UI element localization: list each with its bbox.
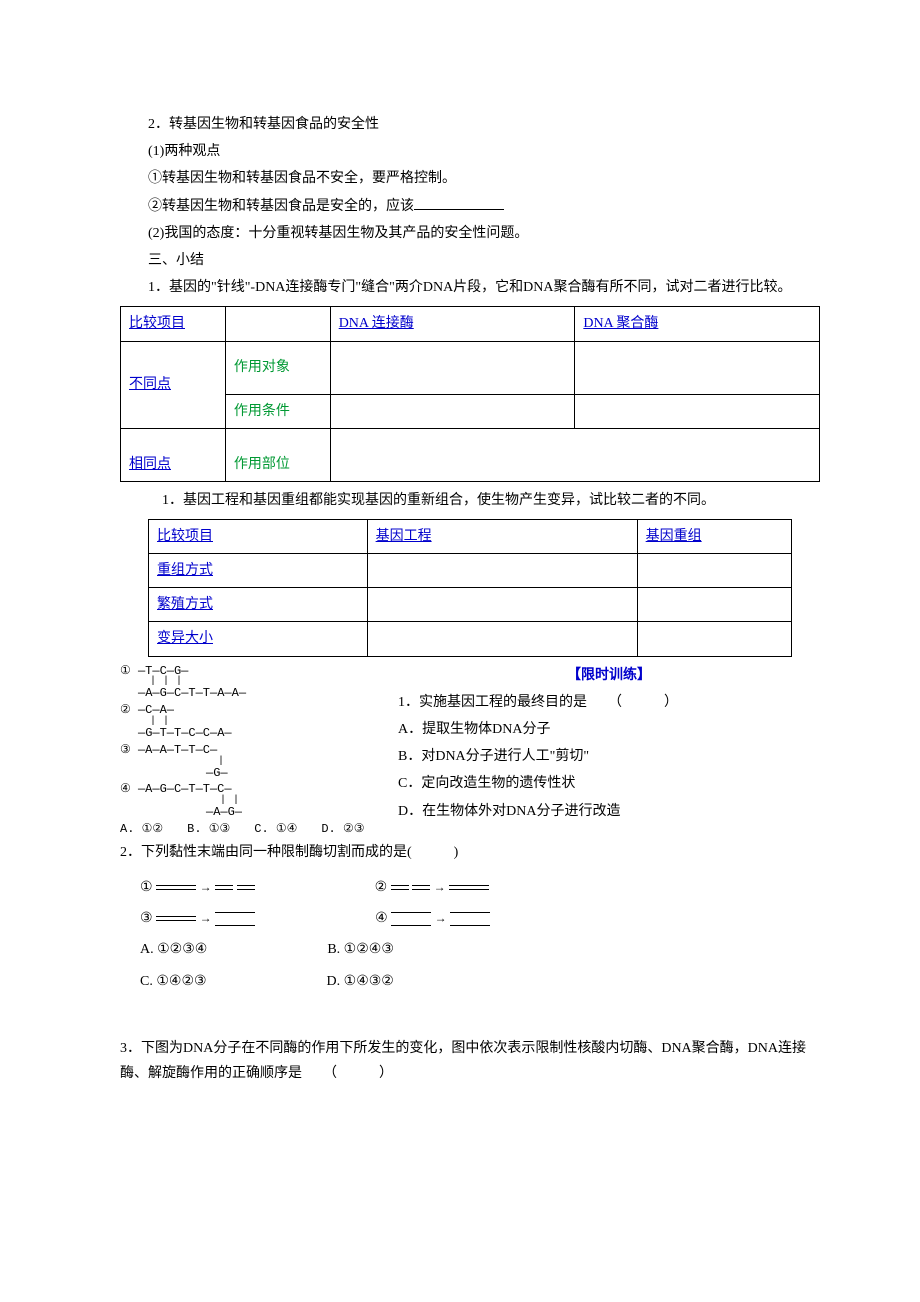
t1-c4 bbox=[575, 394, 820, 428]
t2-h2: 基因工程 bbox=[367, 519, 637, 553]
q1b: B．对DNA分子进行人工"剪切" bbox=[398, 744, 820, 769]
line-2-1-1: ①转基因生物和转基因食品不安全，要严格控制。 bbox=[120, 166, 820, 191]
line-2-2: (2)我国的态度：十分重视转基因生物及其产品的安全性问题。 bbox=[120, 221, 820, 246]
mid-1: 1．基因工程和基因重组都能实现基因的重新组合，使生物产生变异，试比较二者的不同。 bbox=[120, 488, 820, 513]
dna3-bot: —G— bbox=[120, 765, 390, 782]
t2-r1: 重组方式 bbox=[149, 554, 368, 588]
t1-r1b: 作用对象 bbox=[225, 341, 330, 394]
dna1-bot: —A—G—C—T—T—A—A— bbox=[120, 685, 390, 702]
t2-c2 bbox=[637, 554, 791, 588]
t2-r2: 繁殖方式 bbox=[149, 588, 368, 622]
q2-opt3: ③ → bbox=[140, 906, 255, 931]
t1-c1 bbox=[330, 341, 575, 394]
t2-h1: 比较项目 bbox=[149, 519, 368, 553]
t1-h3: DNA 聚合酶 bbox=[575, 307, 820, 341]
training-block: 【限时训练】 1．实施基因工程的最终目的是 （ ） A．提取生物体DNA分子 B… bbox=[398, 663, 820, 826]
t2-c1 bbox=[367, 554, 637, 588]
dna4-bot: —A—G— bbox=[120, 804, 390, 821]
t1-h1: 比较项目 bbox=[121, 307, 226, 341]
dna-options: A. ①② B. ①③ C. ①④ D. ②③ bbox=[120, 821, 390, 838]
section-summary: 三、小结 bbox=[120, 248, 820, 273]
dna-diagram-block: ① —T—C—G— | | | —A—G—C—T—T—A—A— ② —C—A— … bbox=[120, 663, 820, 838]
q1a: A．提取生物体DNA分子 bbox=[398, 717, 820, 742]
dna2-bot: —G—T—T—C—C—A— bbox=[120, 725, 390, 742]
line-2-1-2: ②转基因生物和转基因食品是安全的，应该 bbox=[120, 194, 820, 219]
t1-r3b: 作用部位 bbox=[225, 428, 330, 481]
table-gene-compare: 比较项目 基因工程 基因重组 重组方式 繁殖方式 变异大小 bbox=[148, 519, 792, 657]
blank-fill[interactable] bbox=[414, 195, 504, 210]
dna-sequences: ① —T—C—G— | | | —A—G—C—T—T—A—A— ② —C—A— … bbox=[120, 663, 398, 838]
line-2-1: (1)两种观点 bbox=[120, 139, 820, 164]
line-2: 2．转基因生物和转基因食品的安全性 bbox=[120, 112, 820, 137]
t2-c4 bbox=[637, 588, 791, 622]
dna3-top: ③ —A—A—T—T—C— bbox=[120, 742, 390, 759]
t2-c5 bbox=[367, 622, 637, 656]
q1d: D．在生物体外对DNA分子进行改造 bbox=[398, 799, 820, 824]
q2: 2．下列黏性末端由同一种限制酶切割而成的是( ) bbox=[120, 840, 820, 865]
q3: 3．下图为DNA分子在不同酶的作用下所发生的变化，图中依次表示限制性核酸内切酶、… bbox=[120, 1036, 820, 1086]
q2-C: C. ①④②③ bbox=[140, 969, 207, 994]
t2-r3: 变异大小 bbox=[149, 622, 368, 656]
q2-opt1: ① → bbox=[140, 875, 255, 900]
q2-D: D. ①④③② bbox=[327, 969, 394, 994]
t2-h3: 基因重组 bbox=[637, 519, 791, 553]
table-enzyme-compare: 比较项目 DNA 连接酶 DNA 聚合酶 不同点 作用对象 作用条件 相同点 作… bbox=[120, 306, 820, 481]
t1-h1b bbox=[225, 307, 330, 341]
t1-c3 bbox=[330, 394, 575, 428]
q2-opt4: ④ → bbox=[375, 906, 490, 931]
q2-diagram: ① → ② → ③ → ④ → A. ①②③④ B. ①②④③ C. ①④②③ … bbox=[140, 875, 820, 994]
t2-c3 bbox=[367, 588, 637, 622]
t1-same: 相同点 bbox=[121, 428, 226, 481]
dna4-top: ④ —A—G—C—T—T—C— bbox=[120, 781, 390, 798]
q2-opt2: ② → bbox=[375, 875, 490, 900]
t1-c2 bbox=[575, 341, 820, 394]
q2-A: A. ①②③④ bbox=[140, 937, 207, 962]
t1-r2b: 作用条件 bbox=[225, 394, 330, 428]
training-title: 【限时训练】 bbox=[398, 663, 820, 688]
t2-c6 bbox=[637, 622, 791, 656]
q1c: C．定向改造生物的遗传性状 bbox=[398, 771, 820, 796]
line-2-1-2-text: ②转基因生物和转基因食品是安全的，应该 bbox=[148, 199, 414, 214]
q1: 1．实施基因工程的最终目的是 （ ） bbox=[398, 690, 820, 715]
summary-1: 1．基因的"针线"-DNA连接酶专门"缝合"两介DNA片段，它和DNA聚合酶有所… bbox=[120, 275, 820, 300]
t1-c5 bbox=[330, 428, 819, 481]
t1-diff: 不同点 bbox=[121, 341, 226, 428]
q2-B: B. ①②④③ bbox=[327, 937, 394, 962]
t1-h2: DNA 连接酶 bbox=[330, 307, 575, 341]
